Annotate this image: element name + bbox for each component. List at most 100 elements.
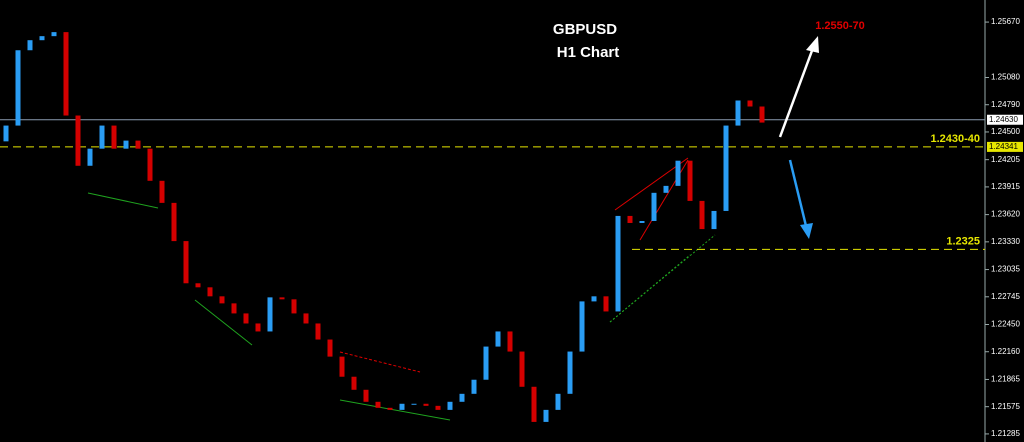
y-tick-label: 1.21575 [991, 402, 1020, 411]
y-tick-label: 1.25080 [991, 73, 1020, 82]
candle-body [375, 401, 381, 408]
candle-body [591, 296, 597, 302]
candle-body [183, 241, 189, 284]
y-tick-label: 1.21285 [991, 429, 1020, 438]
trend-line [339, 351, 421, 373]
candle-body [267, 297, 273, 332]
candle-body [435, 405, 441, 410]
candle-body [711, 210, 717, 230]
price-box-label: 1.24341 [989, 142, 1018, 151]
candle-body [87, 148, 93, 166]
candle-body [567, 351, 573, 394]
candle-body [255, 323, 261, 332]
candle-body [399, 403, 405, 410]
candle-body [75, 115, 81, 166]
candle-body [195, 283, 201, 288]
candle-body [387, 407, 393, 410]
target-label: 1.2550-70 [815, 20, 865, 32]
candle-body [411, 403, 417, 405]
candle-body [531, 386, 537, 422]
chart-title: GBPUSD [553, 21, 617, 38]
candle-body [243, 313, 249, 324]
candle-body [687, 160, 693, 201]
y-tick-label: 1.22450 [991, 320, 1020, 329]
candle-body [543, 409, 549, 422]
candle-body [423, 403, 429, 406]
candle-body [495, 331, 501, 347]
price-box [987, 114, 1023, 125]
down-arrow-head [800, 223, 813, 239]
candle-body [111, 125, 117, 149]
candle-body [507, 331, 513, 352]
candle-body [519, 351, 525, 387]
candle-body [627, 215, 633, 223]
candle-body [459, 393, 465, 402]
candle-body [471, 379, 477, 394]
candle-body [555, 393, 561, 410]
candle-body [219, 296, 225, 304]
up-arrow [778, 47, 815, 138]
level-note: 1.2325 [946, 235, 980, 247]
y-tick-label: 1.23330 [991, 237, 1020, 246]
candle-body [747, 100, 753, 107]
candle-body [279, 297, 285, 300]
candle-body [579, 301, 585, 352]
levels: 1.2430-40 1.2325 [0, 119, 985, 250]
candle-body [27, 40, 33, 51]
candle-body [159, 180, 165, 203]
candle-body [675, 160, 681, 186]
y-tick-label: 1.23620 [991, 210, 1020, 219]
candle-body [231, 303, 237, 314]
candle-body [639, 221, 645, 223]
y-axis: 1.25670 1.25080 1.24790 1.24500 1.24205 1.239… [985, 17, 1023, 438]
candles [3, 32, 765, 422]
candle-body [99, 125, 105, 149]
trend-line [339, 399, 451, 421]
candle-body [339, 356, 345, 377]
candle-body [735, 100, 741, 126]
y-tick-label: 1.22160 [991, 347, 1020, 356]
candle-body [723, 125, 729, 211]
y-tick-label: 1.24205 [991, 155, 1020, 164]
level-note: 1.2430-40 [930, 133, 980, 145]
chart-subtitle: H1 Chart [557, 44, 620, 61]
trend-line [194, 299, 253, 346]
candle-body [483, 346, 489, 380]
price-box [987, 141, 1023, 152]
trend-line [87, 192, 159, 209]
candle-body [663, 185, 669, 193]
y-tick-label: 1.24500 [991, 127, 1020, 136]
candle-body [447, 401, 453, 410]
candle-body [147, 148, 153, 181]
candle-body [171, 202, 177, 242]
candle-body [615, 215, 621, 312]
y-tick-label: 1.24790 [991, 100, 1020, 109]
candle-body [363, 389, 369, 402]
candle-body [327, 339, 333, 357]
y-tick-label: 1.21865 [991, 375, 1020, 384]
up-arrow-head [806, 36, 819, 53]
candle-body [135, 140, 141, 149]
candle-body [759, 106, 765, 123]
candle-body [15, 50, 21, 126]
candle-body [207, 287, 213, 297]
candle-body [63, 32, 69, 116]
candle-body [651, 192, 657, 221]
down-arrow [788, 159, 808, 227]
y-tick-label: 1.22745 [991, 292, 1020, 301]
y-tick-label: 1.23915 [991, 182, 1020, 191]
candle-body [303, 313, 309, 324]
y-tick-label: 1.23035 [991, 265, 1020, 274]
candle-body [3, 125, 9, 142]
candle-body [39, 36, 45, 41]
price-box-label: 1.24630 [989, 115, 1018, 124]
candle-body [351, 376, 357, 390]
candle-body [699, 200, 705, 230]
candle-body [51, 32, 57, 37]
y-tick-label: 1.25670 [991, 17, 1020, 26]
candle-body [123, 140, 129, 149]
candle-body [603, 296, 609, 312]
candle-body [291, 299, 297, 314]
